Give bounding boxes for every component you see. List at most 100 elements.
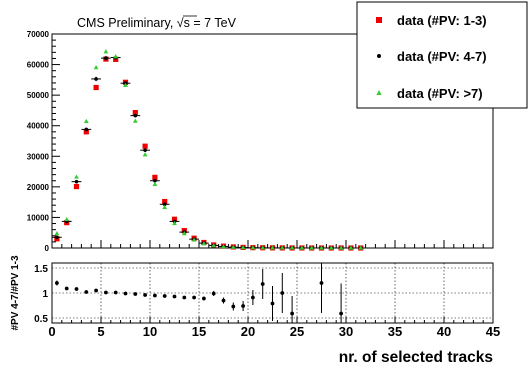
- x-tick-label: 10: [143, 324, 157, 339]
- main-y-tick-label: 40000: [27, 122, 50, 131]
- series-gt7-point: [279, 245, 285, 250]
- series-gt7-point: [191, 237, 197, 242]
- x-tick-label: 20: [241, 324, 255, 339]
- series-gt7-point: [142, 152, 148, 157]
- ratio-point: [64, 286, 69, 291]
- ratio-point: [339, 311, 343, 316]
- ratio-point: [231, 304, 236, 309]
- x-tick-label: 15: [192, 324, 206, 339]
- series-1-3-point: [162, 198, 168, 205]
- main-axes: 0 10000 20000 30000 40000 50000 60000 70000: [27, 30, 494, 253]
- ratio-point: [290, 311, 294, 316]
- main-y-tick-label: 50000: [27, 91, 50, 100]
- ratio-point: [74, 287, 79, 291]
- series-gt7-point: [230, 244, 236, 249]
- legend-marker-series-4-7: [377, 54, 381, 58]
- series-gt7-point: [172, 220, 177, 226]
- main-y-tick-label: 20000: [27, 183, 50, 192]
- series-1-3-point: [171, 216, 178, 222]
- series-gt7-point: [211, 243, 217, 248]
- series-gt7-point: [358, 245, 364, 250]
- x-axis-label: nr. of selected tracks: [339, 349, 493, 366]
- ratio-point: [202, 296, 206, 301]
- series-1-3-point: [152, 174, 158, 180]
- ratio-point: [192, 295, 197, 300]
- series-gt7-point: [309, 245, 315, 250]
- x-tick-label: 0: [48, 324, 55, 339]
- legend-entry-label: data (#PV: 1-3): [397, 13, 487, 28]
- ratio-y-tick-label: 1.5: [34, 264, 48, 275]
- x-tick-label: 35: [388, 324, 402, 339]
- ratio-point: [260, 282, 265, 286]
- ratio-point: [104, 290, 108, 295]
- ratio-point: [133, 292, 138, 296]
- main-y-tick-label: 30000: [27, 152, 50, 161]
- series-gt7-point: [250, 245, 256, 250]
- series-gt7-point: [181, 231, 187, 236]
- title-energy: = 7 TeV: [193, 16, 236, 30]
- ratio-point: [241, 304, 246, 308]
- ratio-y-tick-label: 0.5: [34, 314, 48, 325]
- series-gt7-point: [338, 245, 344, 250]
- series-gt7-point: [103, 49, 109, 54]
- ratio-point: [182, 295, 187, 300]
- main-y-tick-label: 0: [45, 244, 50, 253]
- x-tick-label: 25: [290, 324, 304, 339]
- legend-marker-series-gt7: [376, 90, 382, 95]
- ratio-point: [221, 298, 226, 303]
- series-gt7-point: [162, 204, 168, 209]
- series-1-3-point: [93, 84, 99, 91]
- series-gt7-point: [54, 231, 60, 236]
- ratio-point: [143, 293, 148, 297]
- series-gt7-point: [299, 245, 305, 250]
- legend-marker-series-1-3: [376, 17, 382, 23]
- ratio-point: [153, 293, 157, 298]
- ratio-axes: 0 5 10 15 20 25 30 35 40 45 0.5 1 1.5: [34, 264, 500, 339]
- ratio-point: [162, 294, 167, 298]
- series-gt7-point: [328, 245, 334, 250]
- series-gt7-point: [93, 65, 99, 70]
- x-tick-label: 40: [437, 324, 451, 339]
- series-gt7-point: [260, 245, 266, 250]
- ratio-point: [251, 295, 255, 300]
- main-y-tick-label: 10000: [27, 213, 50, 222]
- ratio-point: [94, 288, 98, 293]
- title-box: [70, 11, 282, 33]
- ratio-point: [113, 290, 118, 295]
- ratio-y-tick-label: 1: [42, 289, 48, 300]
- series-gt7-point: [74, 174, 79, 179]
- ratio-point: [55, 281, 59, 285]
- main-data-marks: [52, 49, 366, 251]
- legend: data (#PV: 1-3) data (#PV: 4-7) data (#PV:…: [356, 1, 528, 109]
- legend-entry-label: data (#PV: >7): [397, 86, 483, 101]
- series-1-3-point: [83, 129, 89, 135]
- ratio-point: [280, 291, 285, 295]
- main-y-tick-label: 70000: [27, 30, 50, 39]
- series-gt7-point: [348, 245, 354, 250]
- legend-box: [356, 1, 528, 109]
- title-text: CMS Preliminary, √s = 7 TeV: [77, 16, 237, 30]
- title-prefix: CMS Preliminary,: [77, 16, 173, 30]
- series-1-3-point: [73, 183, 80, 190]
- x-tick-label: 5: [97, 324, 104, 339]
- ratio-data-marks: [55, 263, 343, 323]
- ratio-point: [211, 291, 216, 296]
- ratio-point: [270, 301, 275, 306]
- series-1-3-point: [142, 143, 148, 149]
- plot-title: CMS Preliminary, √s = 7 TeV: [70, 11, 282, 33]
- series-gt7-point: [201, 241, 207, 246]
- series-1-3-point: [132, 109, 138, 116]
- ratio-point: [319, 281, 324, 285]
- legend-entry-label: data (#PV: 4-7): [397, 49, 487, 64]
- series-gt7-point: [152, 181, 158, 187]
- series-gt7-point: [123, 82, 128, 87]
- ratio-point: [123, 291, 128, 296]
- series-gt7-point: [319, 245, 324, 250]
- series-gt7-point: [132, 118, 138, 123]
- ratio-point: [84, 290, 89, 294]
- series-gt7-point: [221, 244, 226, 249]
- main-y-tick-label: 60000: [27, 61, 50, 70]
- x-tick-label: 45: [486, 324, 500, 339]
- series-gt7-point: [289, 245, 295, 250]
